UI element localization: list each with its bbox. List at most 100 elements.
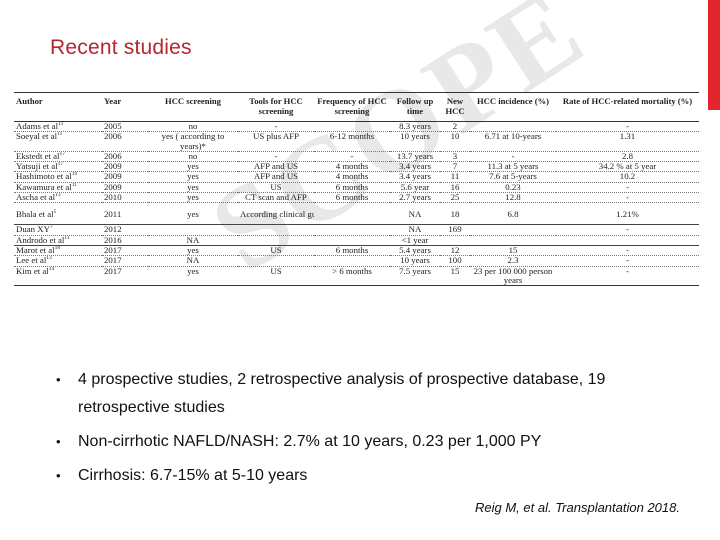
cell-frequency: 4 months	[314, 161, 390, 172]
cell-frequency	[314, 234, 390, 246]
cell-author: Bhala et al5	[14, 202, 102, 225]
cell-author: Duan XY7	[14, 224, 102, 236]
reference-number: 17	[59, 151, 65, 157]
cell-year: 2010	[102, 192, 148, 203]
table-body: Adams et al11 2005 no -8.3 years 2- Soeyal et…	[14, 120, 699, 286]
reference-number: 11	[57, 131, 63, 138]
cell-incidence: 15	[470, 244, 556, 256]
cell-newhcc: 7	[440, 161, 470, 172]
reference-number: 11	[64, 235, 70, 241]
cell-tools: AFP and US	[238, 161, 314, 172]
cell-followup: NA	[390, 224, 440, 236]
cell-frequency	[314, 120, 390, 132]
cell-screening: no	[148, 150, 238, 162]
cell-newhcc: 3	[440, 150, 470, 162]
header-tools: Tools for HCC screening	[238, 92, 314, 122]
cell-screening: yes ( according to years)*	[148, 131, 238, 152]
cell-year: 2006	[102, 131, 148, 152]
bullet-glyph: •	[56, 434, 61, 449]
cell-followup: 3.4 years	[390, 161, 440, 172]
reference-number: 13	[55, 192, 61, 199]
bullet-text: Cirrhosis: 6.7-15% at 5-10 years	[78, 467, 308, 484]
cell-incidence: 23 per 100 000 person years	[470, 265, 556, 286]
cell-screening: yes	[148, 192, 238, 203]
cell-mortality: 10.2	[556, 171, 699, 183]
author-name: Hashimoto et al	[16, 171, 72, 182]
cell-newhcc: 2	[440, 120, 470, 132]
table-row: Ascha et al13 2010 yes CT scan and AFP 6 mon…	[14, 192, 699, 203]
cell-tools	[238, 255, 314, 267]
cell-mortality: -	[556, 224, 699, 236]
cell-tools: -	[238, 120, 314, 132]
cell-screening	[148, 224, 238, 236]
cell-followup: 5.4 years	[390, 244, 440, 256]
cell-frequency	[314, 224, 390, 236]
cell-mortality: 1.21%	[556, 202, 699, 225]
reference-number: 5	[53, 209, 57, 216]
cell-followup: 13.7 years	[390, 150, 440, 162]
cell-author: Yatsuji et al17	[14, 161, 102, 172]
cell-author: Kim et al14	[14, 265, 102, 286]
cell-mortality: -	[556, 244, 699, 256]
cell-year: 2011	[102, 202, 148, 225]
author-name: Soeyal et al	[16, 131, 58, 142]
header-year: Year	[102, 92, 148, 122]
cell-incidence: 12.8	[470, 192, 556, 203]
cell-screening: yes	[148, 181, 238, 193]
cell-newhcc: 100	[440, 255, 470, 267]
cell-frequency: 6-12 months	[314, 131, 390, 152]
cell-tools: CT scan and AFP	[238, 192, 314, 203]
cell-newhcc: 12	[440, 244, 470, 256]
cell-frequency: > 6 months	[314, 265, 390, 286]
cell-frequency: -	[314, 150, 390, 162]
cell-followup: 10 years	[390, 131, 440, 152]
cell-incidence: 2.3	[470, 255, 556, 267]
cell-followup: 5.6 year	[390, 181, 440, 193]
bullet-text: 4 prospective studies, 2 retrospective a…	[78, 371, 606, 416]
cell-tools: US plus AFP	[238, 131, 314, 152]
cell-screening: yes	[148, 244, 238, 256]
cell-tools: AFP and US	[238, 171, 314, 183]
cell-mortality: -	[556, 120, 699, 132]
header-author: Author	[14, 92, 102, 122]
table-row: Soeyal et al11 2006 yes ( according to yea…	[14, 131, 699, 152]
cell-author: Marot et al18	[14, 244, 102, 256]
cell-screening: yes	[148, 202, 238, 225]
reference-number: 13	[46, 255, 52, 262]
cell-incidence	[470, 234, 556, 246]
cell-incidence	[470, 120, 556, 132]
cell-newhcc: 16	[440, 181, 470, 193]
citation: Reig M, et al. Transplantation 2018.	[475, 500, 680, 515]
table-row: Lee et al13 2017 NA 10 years 100 2.3-	[14, 255, 699, 267]
cell-incidence: 6.8	[470, 202, 556, 225]
cell-author: Kawamura et al11	[14, 181, 102, 193]
cell-frequency	[314, 202, 390, 225]
cell-screening: NA	[148, 255, 238, 267]
author-name: Lee et al	[16, 255, 47, 266]
cell-newhcc	[440, 234, 470, 246]
cell-year: 2017	[102, 244, 148, 256]
bullet-glyph: •	[56, 372, 61, 387]
reference-number: 14	[48, 266, 55, 272]
cell-mortality: -	[556, 255, 699, 267]
table-row: Kawamura et al11 2009 yes US 6 months 5.6 yea…	[14, 181, 699, 193]
cell-followup: 2.7 years	[390, 192, 440, 203]
cell-newhcc: 11	[440, 171, 470, 183]
cell-author: Ascha et al13	[14, 192, 102, 203]
author-name: Bhala et al	[16, 209, 54, 220]
cell-year: 2016	[102, 234, 148, 246]
table-row: Ekstedt et al17 2006 no - -13.7 years 3-2.8	[14, 150, 699, 162]
header-incidence: HCC incidence (%)	[470, 92, 556, 122]
header-followup: Follow up time	[390, 92, 440, 122]
bullet-text: Non-cirrhotic NAFLD/NASH: 2.7% at 10 yea…	[78, 433, 542, 450]
cell-author: Hashimoto et al19	[14, 171, 102, 183]
author-name: Androdo et al	[16, 235, 65, 245]
cell-screening: yes	[148, 265, 238, 286]
cell-author: Lee et al13	[14, 255, 102, 267]
author-name: Ascha et al	[16, 192, 56, 203]
cell-incidence: -	[470, 150, 556, 162]
cell-author: Adams et al11	[14, 120, 102, 132]
studies-table-container: Author Year HCC screening Tools for HCC …	[14, 92, 699, 287]
header-new-hcc: New HCC	[440, 92, 470, 122]
reference-number: 19	[71, 171, 78, 178]
